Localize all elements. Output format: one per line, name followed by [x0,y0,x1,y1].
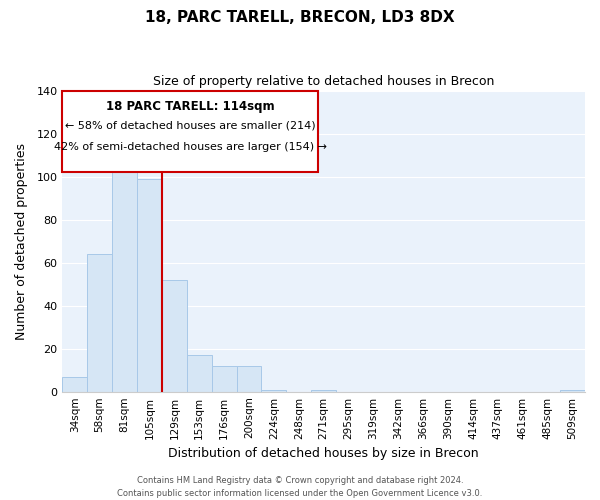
Text: Contains HM Land Registry data © Crown copyright and database right 2024.
Contai: Contains HM Land Registry data © Crown c… [118,476,482,498]
Bar [87,254,112,392]
Text: 42% of semi-detached houses are larger (154) →: 42% of semi-detached houses are larger (… [54,142,327,152]
Bar [112,166,137,392]
Bar [187,355,212,392]
Text: 18, PARC TARELL, BRECON, LD3 8DX: 18, PARC TARELL, BRECON, LD3 8DX [145,10,455,25]
X-axis label: Distribution of detached houses by size in Brecon: Distribution of detached houses by size … [169,447,479,460]
Y-axis label: Number of detached properties: Number of detached properties [15,142,28,340]
Text: 18 PARC TARELL: 114sqm: 18 PARC TARELL: 114sqm [106,100,275,112]
Text: ← 58% of detached houses are smaller (214): ← 58% of detached houses are smaller (21… [65,120,316,130]
Bar [262,390,286,392]
Bar [212,366,236,392]
Bar [62,376,87,392]
Bar [137,178,162,392]
Bar [311,390,336,392]
Bar [236,366,262,392]
Title: Size of property relative to detached houses in Brecon: Size of property relative to detached ho… [153,75,494,88]
Bar [162,280,187,392]
Bar [560,390,585,392]
FancyBboxPatch shape [62,90,319,172]
